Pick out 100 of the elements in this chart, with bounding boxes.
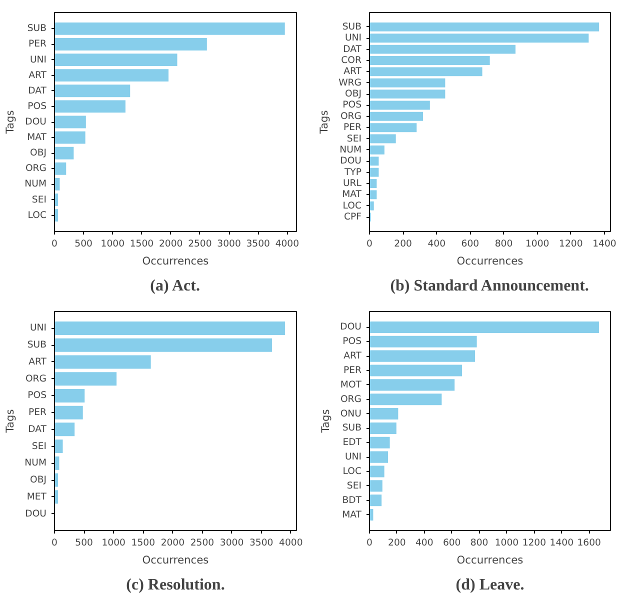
y-tick-label: ART: [344, 66, 362, 78]
x-tick-label: 1400: [592, 238, 616, 250]
y-tick-label: SUB: [27, 23, 47, 34]
y-tick-label: SUB: [342, 21, 362, 32]
y-tick-label: SEI: [346, 133, 362, 144]
y-tick-label: BDT: [342, 494, 362, 506]
y-tick-label: ART: [28, 356, 47, 368]
x-tick-label: 1600: [577, 538, 602, 548]
y-tick-label: URL: [342, 178, 362, 190]
x-tick-label: 400: [428, 238, 446, 250]
y-tick-label: NUM: [24, 178, 47, 190]
x-tick-label: 800: [470, 538, 488, 548]
text: (b) Standard Announcement.: [390, 278, 589, 294]
y-tick-label: SEI: [32, 194, 47, 206]
x-tick-label: 3000: [217, 238, 241, 250]
y-tick-label: POS: [342, 336, 362, 348]
y-tick-label: MAT: [342, 509, 362, 520]
x-tick-label: 500: [75, 538, 94, 548]
y-tick-label: EDT: [342, 437, 362, 448]
y-tick-label: DAT: [28, 424, 47, 435]
y-tick-label: LOC: [28, 210, 47, 221]
x-axis-title: Occurrences: [142, 254, 210, 268]
y-tick-label: ART: [344, 350, 362, 362]
y-tick-label: LOC: [342, 200, 362, 212]
y-tick-label: UNI: [30, 54, 47, 66]
y-tick-label: OBJ: [345, 88, 362, 100]
x-tick-label: 600: [461, 238, 480, 250]
y-tick-label: DOU: [340, 322, 362, 333]
x-tick-label: 1000: [102, 538, 126, 548]
y-tick-label: ORG: [340, 110, 362, 122]
text: (d) Leave.: [456, 576, 524, 594]
x-tick-label: 2500: [190, 538, 214, 548]
y-tick-label: DAT: [28, 85, 47, 96]
y-tick-label: PER: [344, 365, 362, 376]
y-tick-label: SEI: [32, 440, 47, 452]
y-tick-label: OBJ: [30, 148, 47, 159]
y-tick-label: OBJ: [30, 474, 47, 486]
y-tick-label: POS: [28, 390, 47, 402]
x-tick-label: 0: [366, 238, 373, 250]
y-tick-label: DAT: [343, 44, 362, 55]
x-tick-label: 0: [52, 538, 58, 548]
y-tick-label: ONU: [340, 408, 362, 420]
y-tick-label: POS: [342, 100, 362, 111]
x-tick-label: 1000: [494, 538, 519, 548]
x-tick-label: 1200: [522, 538, 546, 548]
y-tick-label: LOC: [342, 466, 362, 477]
x-tick-label: 2500: [188, 238, 212, 250]
x-tick-label: 600: [442, 538, 461, 548]
y-tick-label: ORG: [25, 163, 47, 174]
x-tick-label: 1500: [130, 238, 154, 250]
x-tick-label: 0: [52, 238, 58, 250]
y-tick-label: SEI: [346, 480, 362, 492]
y-axis-title: Tags: [4, 408, 17, 434]
y-tick-label: SUB: [342, 422, 362, 434]
y-tick-label: MAT: [27, 132, 47, 144]
text: (c) Resolution.: [126, 576, 225, 594]
x-tick-label: 3000: [220, 538, 244, 548]
x-axis-title: Occurrences: [456, 254, 524, 268]
text: (a) Act.: [150, 278, 200, 294]
y-tick-label: POS: [28, 100, 47, 112]
y-tick-label: TYP: [343, 166, 362, 178]
y-tick-label: COR: [341, 54, 362, 66]
x-tick-label: 3500: [249, 538, 274, 548]
y-tick-label: NUM: [340, 144, 362, 156]
y-tick-label: PER: [28, 407, 48, 418]
y-tick-label: UNI: [344, 452, 362, 463]
y-tick-label: DOU: [25, 508, 47, 520]
y-tick-label: MET: [26, 491, 47, 502]
y-tick-label: ART: [28, 70, 47, 81]
y-axis-title: Tags: [319, 408, 332, 434]
y-tick-label: MAT: [342, 189, 362, 200]
x-tick-label: 1500: [131, 538, 156, 548]
y-tick-label: DOU: [340, 156, 362, 167]
x-tick-label: 1400: [550, 538, 574, 548]
x-tick-label: 4000: [275, 238, 300, 250]
y-tick-label: MOT: [340, 379, 362, 390]
y-tick-label: DOU: [25, 116, 47, 128]
y-tick-label: ORG: [25, 373, 47, 384]
x-tick-label: 400: [415, 538, 434, 548]
x-tick-label: 200: [394, 238, 412, 250]
x-tick-label: 500: [74, 238, 93, 250]
x-axis-title: Occurrences: [456, 554, 524, 566]
y-tick-label: PER: [28, 38, 48, 50]
y-tick-label: WRG: [338, 77, 362, 88]
x-tick-label: 1000: [525, 238, 550, 250]
x-tick-label: 2000: [158, 238, 183, 250]
y-tick-label: PER: [344, 122, 362, 134]
x-tick-label: 4000: [279, 538, 303, 548]
y-tick-label: NUM: [24, 458, 47, 469]
y-tick-label: UNI: [30, 322, 47, 334]
y-tick-label: UNI: [344, 32, 362, 44]
x-tick-label: 1200: [559, 238, 583, 250]
x-tick-label: 2000: [160, 538, 185, 548]
x-tick-label: 3500: [246, 238, 270, 250]
y-tick-label: CPF: [344, 212, 362, 223]
y-tick-label: SUB: [27, 340, 47, 351]
x-tick-label: 1000: [100, 238, 125, 250]
x-tick-label: 0: [366, 538, 373, 548]
y-tick-label: ORG: [340, 394, 362, 405]
y-axis-title: Tags: [318, 110, 331, 135]
